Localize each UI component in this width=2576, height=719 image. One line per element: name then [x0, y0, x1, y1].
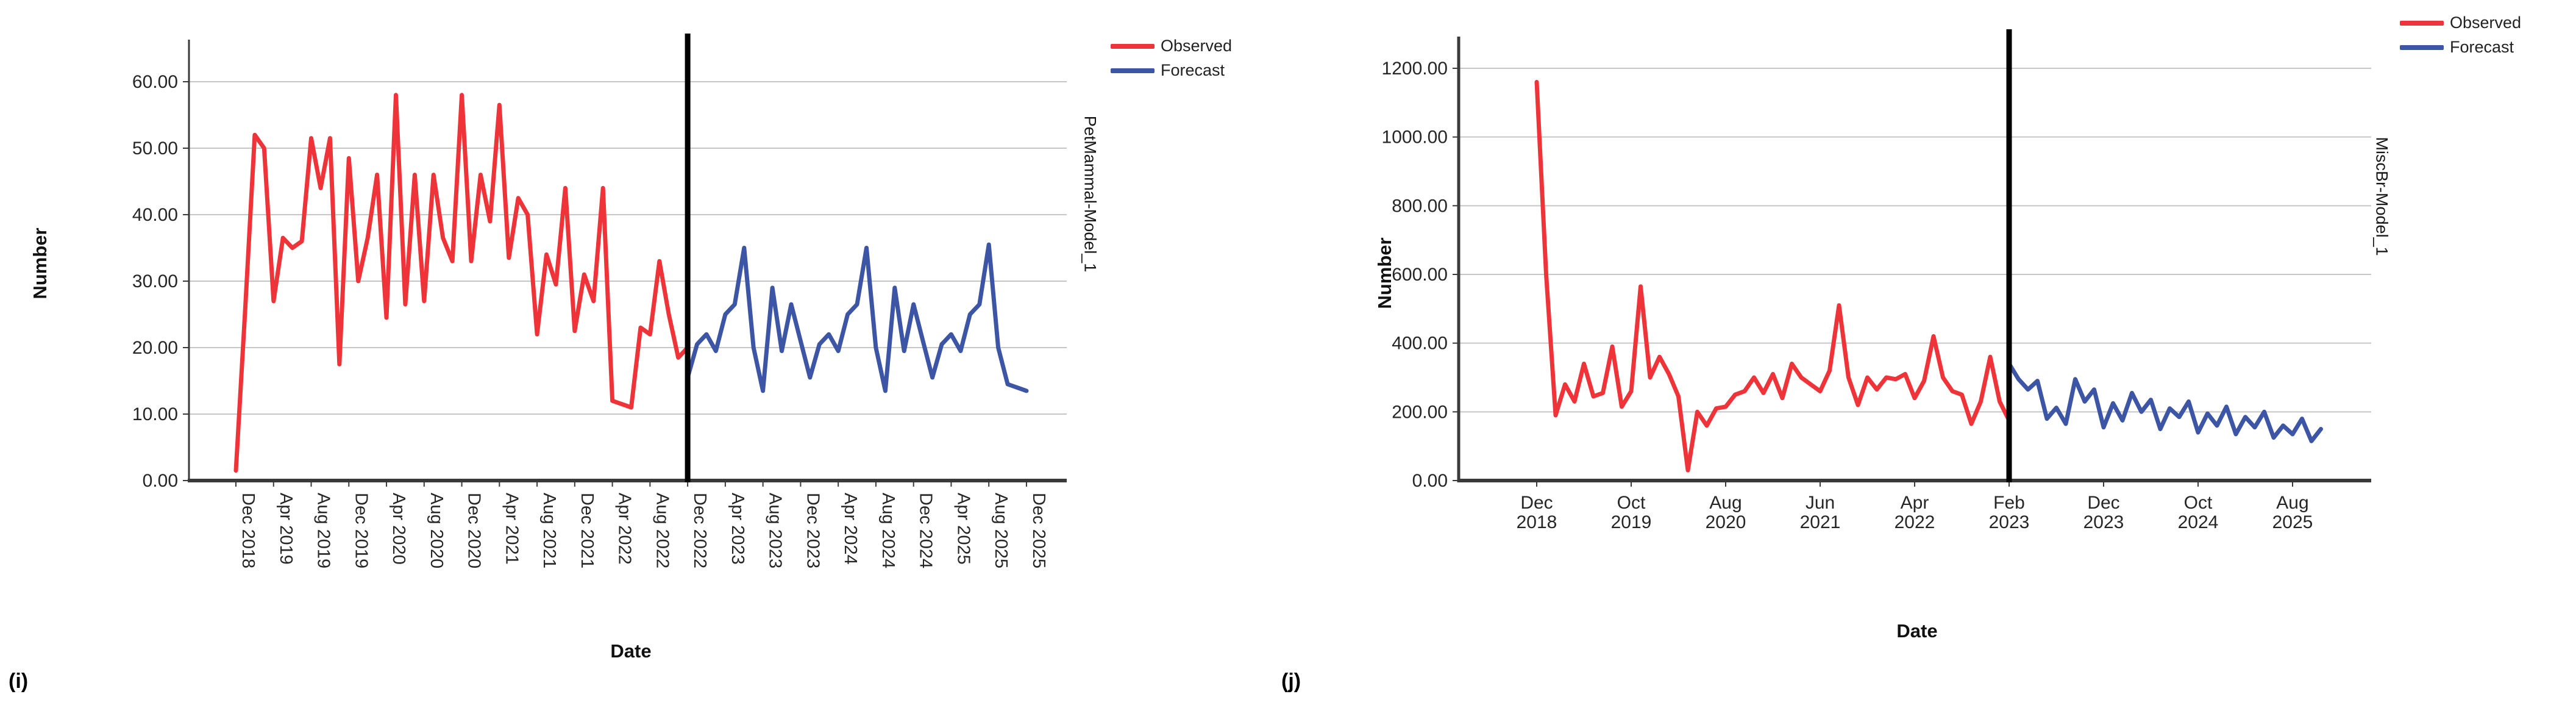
- legend-label-observed: Observed: [2450, 13, 2522, 32]
- forecast-series: [2007, 362, 2323, 443]
- legend: Observed Forecast: [1111, 37, 1232, 80]
- y-tick-label: 0.00: [143, 471, 178, 491]
- model-label: MiscBr-Model_1: [2372, 137, 2391, 256]
- x-tick-label: Dec 2023: [2083, 493, 2124, 532]
- panel-letter-i: (i): [9, 670, 29, 693]
- x-tick-label: Dec 2018: [1517, 493, 1557, 532]
- x-tick-label: Oct 2024: [2178, 493, 2219, 532]
- x-tick-label: Dec 2024: [916, 493, 936, 568]
- x-tick-label: Apr 2020: [389, 493, 408, 565]
- y-tick-label: 600.00: [1392, 265, 1448, 285]
- x-tick-label: Aug 2025: [991, 493, 1011, 568]
- legend-item-forecast: Forecast: [1111, 61, 1232, 80]
- y-axis-title: Number: [1374, 237, 1395, 309]
- panel-letter-j: (j): [1281, 670, 1301, 693]
- forecast-series: [685, 242, 1029, 393]
- x-tick-label: Dec 2019: [351, 493, 371, 568]
- chart-panel-j: 0.00 200.00 400.00 600.00 800.00 1000.00 1200.…: [1280, 0, 2576, 719]
- x-tick-label: Jun 2021: [1800, 493, 1841, 532]
- legend-item-observed: Observed: [1111, 37, 1232, 55]
- y-tick-label: 0.00: [1412, 471, 1448, 491]
- y-axis-title: Number: [29, 227, 51, 299]
- x-tick-label: Apr 2023: [728, 493, 747, 565]
- x-tick-label: Dec 2022: [690, 493, 710, 568]
- x-tick-label: Dec 2021: [577, 493, 597, 568]
- x-tick-label: Aug 2025: [2272, 493, 2313, 532]
- x-tick-label: Dec 2020: [464, 493, 484, 568]
- x-tick-label: Aug 2021: [539, 493, 559, 568]
- x-tick-label: Aug 2023: [766, 493, 785, 568]
- x-tick-label: Aug 2020: [1706, 493, 1746, 532]
- y-tick-label: 60.00: [132, 72, 178, 92]
- x-axis-title: Date: [1896, 620, 1938, 642]
- x-tick-label: Aug 2019: [314, 493, 333, 568]
- y-tick-label: 50.00: [132, 138, 178, 159]
- y-tick-label: 1200.00: [1382, 59, 1448, 79]
- x-tick-label: Apr 2022: [615, 493, 635, 565]
- x-tick-label: Feb 2023: [1989, 493, 2030, 532]
- y-tick-label: 20.00: [132, 338, 178, 358]
- forecast-line-swatch: [1111, 68, 1155, 73]
- x-tick-label: Dec 2025: [1029, 493, 1048, 568]
- x-tick-label: Apr 2025: [953, 493, 973, 565]
- forecast-chart-i: 0.00 10.00 20.00 30.00 40.00 50.00 60.00 Dec 20…: [132, 34, 1067, 568]
- x-axis-title: Date: [610, 640, 652, 662]
- observed-series: [233, 93, 690, 473]
- y-tick-label: 400.00: [1392, 334, 1448, 354]
- observed-series: [1534, 80, 2012, 473]
- legend-label-forecast: Forecast: [2450, 38, 2514, 56]
- observed-line-swatch: [2400, 20, 2444, 26]
- y-tick-label: 30.00: [132, 271, 178, 292]
- observed-line-swatch: [1111, 43, 1155, 49]
- x-tick-label: Apr 2021: [502, 493, 521, 565]
- x-tick-label: Apr 2019: [276, 493, 296, 565]
- y-tick-label: 10.00: [132, 404, 178, 424]
- x-tick-label: Dec 2023: [803, 493, 822, 568]
- legend-label-observed: Observed: [1161, 37, 1233, 55]
- legend: Observed Forecast: [2400, 13, 2521, 57]
- forecast-line-swatch: [2400, 45, 2444, 50]
- x-tick-label: Dec 2018: [238, 493, 258, 568]
- forecast-chart-j: 0.00 200.00 400.00 600.00 800.00 1000.00 1200.…: [1382, 29, 2371, 532]
- x-tick-label: Oct 2019: [1611, 493, 1652, 532]
- legend-item-forecast: Forecast: [2400, 38, 2521, 57]
- x-tick-label: Aug 2022: [652, 493, 672, 568]
- legend-label-forecast: Forecast: [1161, 61, 1225, 79]
- x-tick-label: Aug 2020: [427, 493, 446, 568]
- y-tick-label: 800.00: [1392, 196, 1448, 216]
- model-label: PetMammal-Model_1: [1081, 115, 1100, 273]
- x-tick-label: Apr 2024: [841, 493, 860, 565]
- y-tick-label: 1000.00: [1382, 127, 1448, 148]
- y-tick-label: 200.00: [1392, 402, 1448, 422]
- x-tick-label: Apr 2022: [1895, 493, 1935, 532]
- chart-panel-i: 0.00 10.00 20.00 30.00 40.00 50.00 60.00 Dec 20…: [0, 0, 1280, 719]
- x-tick-label: Aug 2024: [878, 493, 898, 568]
- y-tick-label: 40.00: [132, 205, 178, 225]
- legend-item-observed: Observed: [2400, 13, 2521, 32]
